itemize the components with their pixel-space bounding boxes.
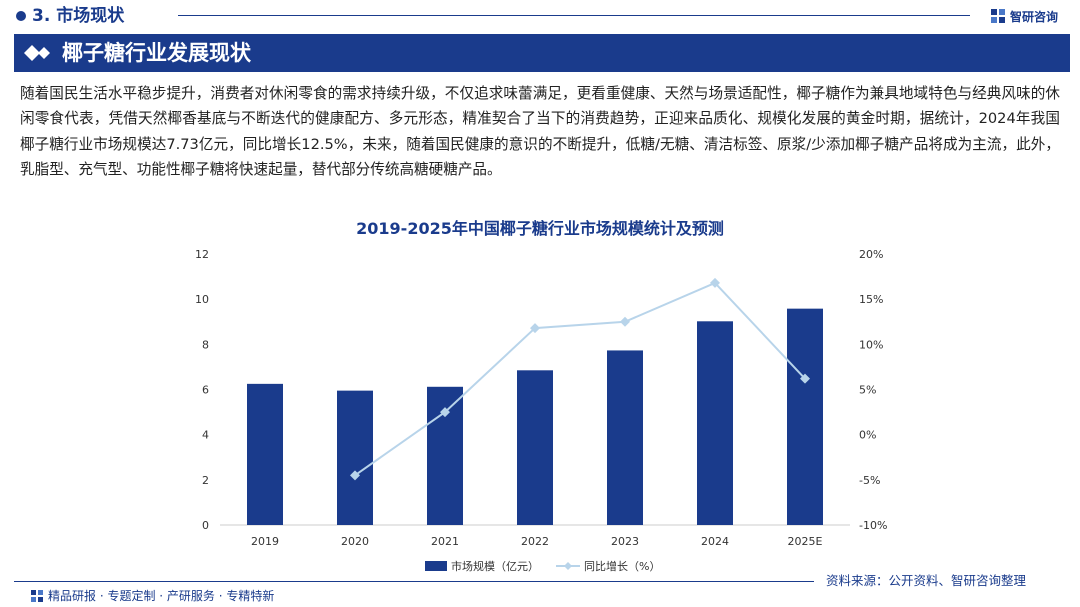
y-right-tick-label: 5% bbox=[859, 384, 876, 397]
double-diamond-icon bbox=[24, 45, 50, 61]
section-label: 3. 市场现状 bbox=[32, 6, 125, 26]
y-right-tick-label: -10% bbox=[859, 519, 887, 532]
bar bbox=[517, 370, 553, 525]
x-tick-label: 2025E bbox=[788, 535, 823, 548]
legend-label-bar: 市场规模（亿元） bbox=[451, 559, 539, 573]
y-left-tick-label: 2 bbox=[202, 474, 209, 487]
footer-services-text: 精品研报 · 专题定制 · 产研服务 · 专精特新 bbox=[48, 589, 275, 603]
bar bbox=[247, 383, 283, 525]
y-right-tick-label: 20% bbox=[859, 248, 883, 261]
brand-logo-icon bbox=[991, 9, 1005, 23]
y-right-tick-label: -5% bbox=[859, 474, 880, 487]
y-left-tick-label: 0 bbox=[202, 519, 209, 532]
y-right-tick-label: 15% bbox=[859, 293, 883, 306]
y-right-tick-label: 0% bbox=[859, 429, 876, 442]
bar bbox=[337, 390, 373, 525]
x-tick-label: 2020 bbox=[341, 535, 369, 548]
growth-point bbox=[800, 373, 810, 384]
growth-point bbox=[620, 316, 630, 327]
y-left-tick-label: 6 bbox=[202, 384, 209, 397]
growth-point bbox=[440, 407, 450, 418]
y-left-tick-label: 8 bbox=[202, 338, 209, 351]
market-size-chart: 2019-2025年中国椰子糖行业市场规模统计及预测 0 2 4 6 8 10 12 -10… bbox=[195, 219, 887, 573]
footer-divider bbox=[14, 581, 814, 582]
growth-line bbox=[354, 281, 806, 477]
legend-swatch-bar bbox=[425, 561, 447, 571]
banner-title: 椰子糖行业发展现状 bbox=[62, 41, 251, 65]
footer-services: 精品研报 · 专题定制 · 产研服务 · 专精特新 bbox=[30, 587, 274, 604]
x-tick-label: 2022 bbox=[521, 535, 549, 548]
bullet-dot-icon bbox=[16, 11, 26, 21]
y-left-tick-label: 12 bbox=[195, 248, 209, 261]
source-note: 资料来源：公开资料、智研咨询整理 bbox=[826, 573, 1027, 588]
x-tick-label: 2023 bbox=[611, 535, 639, 548]
x-tick-label: 2024 bbox=[701, 535, 729, 548]
growth-point bbox=[530, 323, 540, 334]
legend-marker-line bbox=[564, 562, 572, 570]
header-divider bbox=[178, 15, 970, 16]
top-bar: 3. 市场现状 智研咨询 bbox=[0, 0, 1080, 32]
bar bbox=[607, 350, 643, 525]
growth-point bbox=[350, 470, 360, 481]
intro-paragraph: 随着国民生活水平稳步提升，消费者对休闲零食的需求持续升级，不仅追求味蕾满足，更看… bbox=[20, 85, 1060, 179]
brand-small-icon bbox=[31, 589, 43, 602]
title-banner: 椰子糖行业发展现状 bbox=[14, 34, 1070, 72]
x-tick-label: 2019 bbox=[251, 535, 279, 548]
growth-point bbox=[710, 277, 720, 288]
y-left-tick-label: 10 bbox=[195, 293, 209, 306]
legend-label-line: 同比增长（%） bbox=[584, 559, 660, 573]
chart-title: 2019-2025年中国椰子糖行业市场规模统计及预测 bbox=[356, 219, 724, 238]
bar bbox=[787, 308, 823, 525]
y-right-tick-label: 10% bbox=[859, 338, 883, 351]
brand-logo: 智研咨询 bbox=[990, 6, 1058, 26]
y-left-tick-label: 4 bbox=[202, 429, 209, 442]
brand-name: 智研咨询 bbox=[1010, 9, 1059, 24]
x-tick-label: 2021 bbox=[431, 535, 459, 548]
bar bbox=[697, 321, 733, 525]
